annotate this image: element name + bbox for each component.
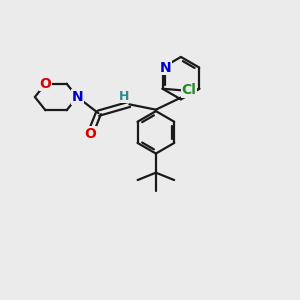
Text: O: O — [40, 77, 51, 91]
Text: H: H — [119, 90, 129, 103]
Text: O: O — [84, 127, 96, 141]
Text: N: N — [71, 90, 83, 104]
Text: Cl: Cl — [182, 83, 196, 97]
Text: N: N — [160, 61, 171, 75]
